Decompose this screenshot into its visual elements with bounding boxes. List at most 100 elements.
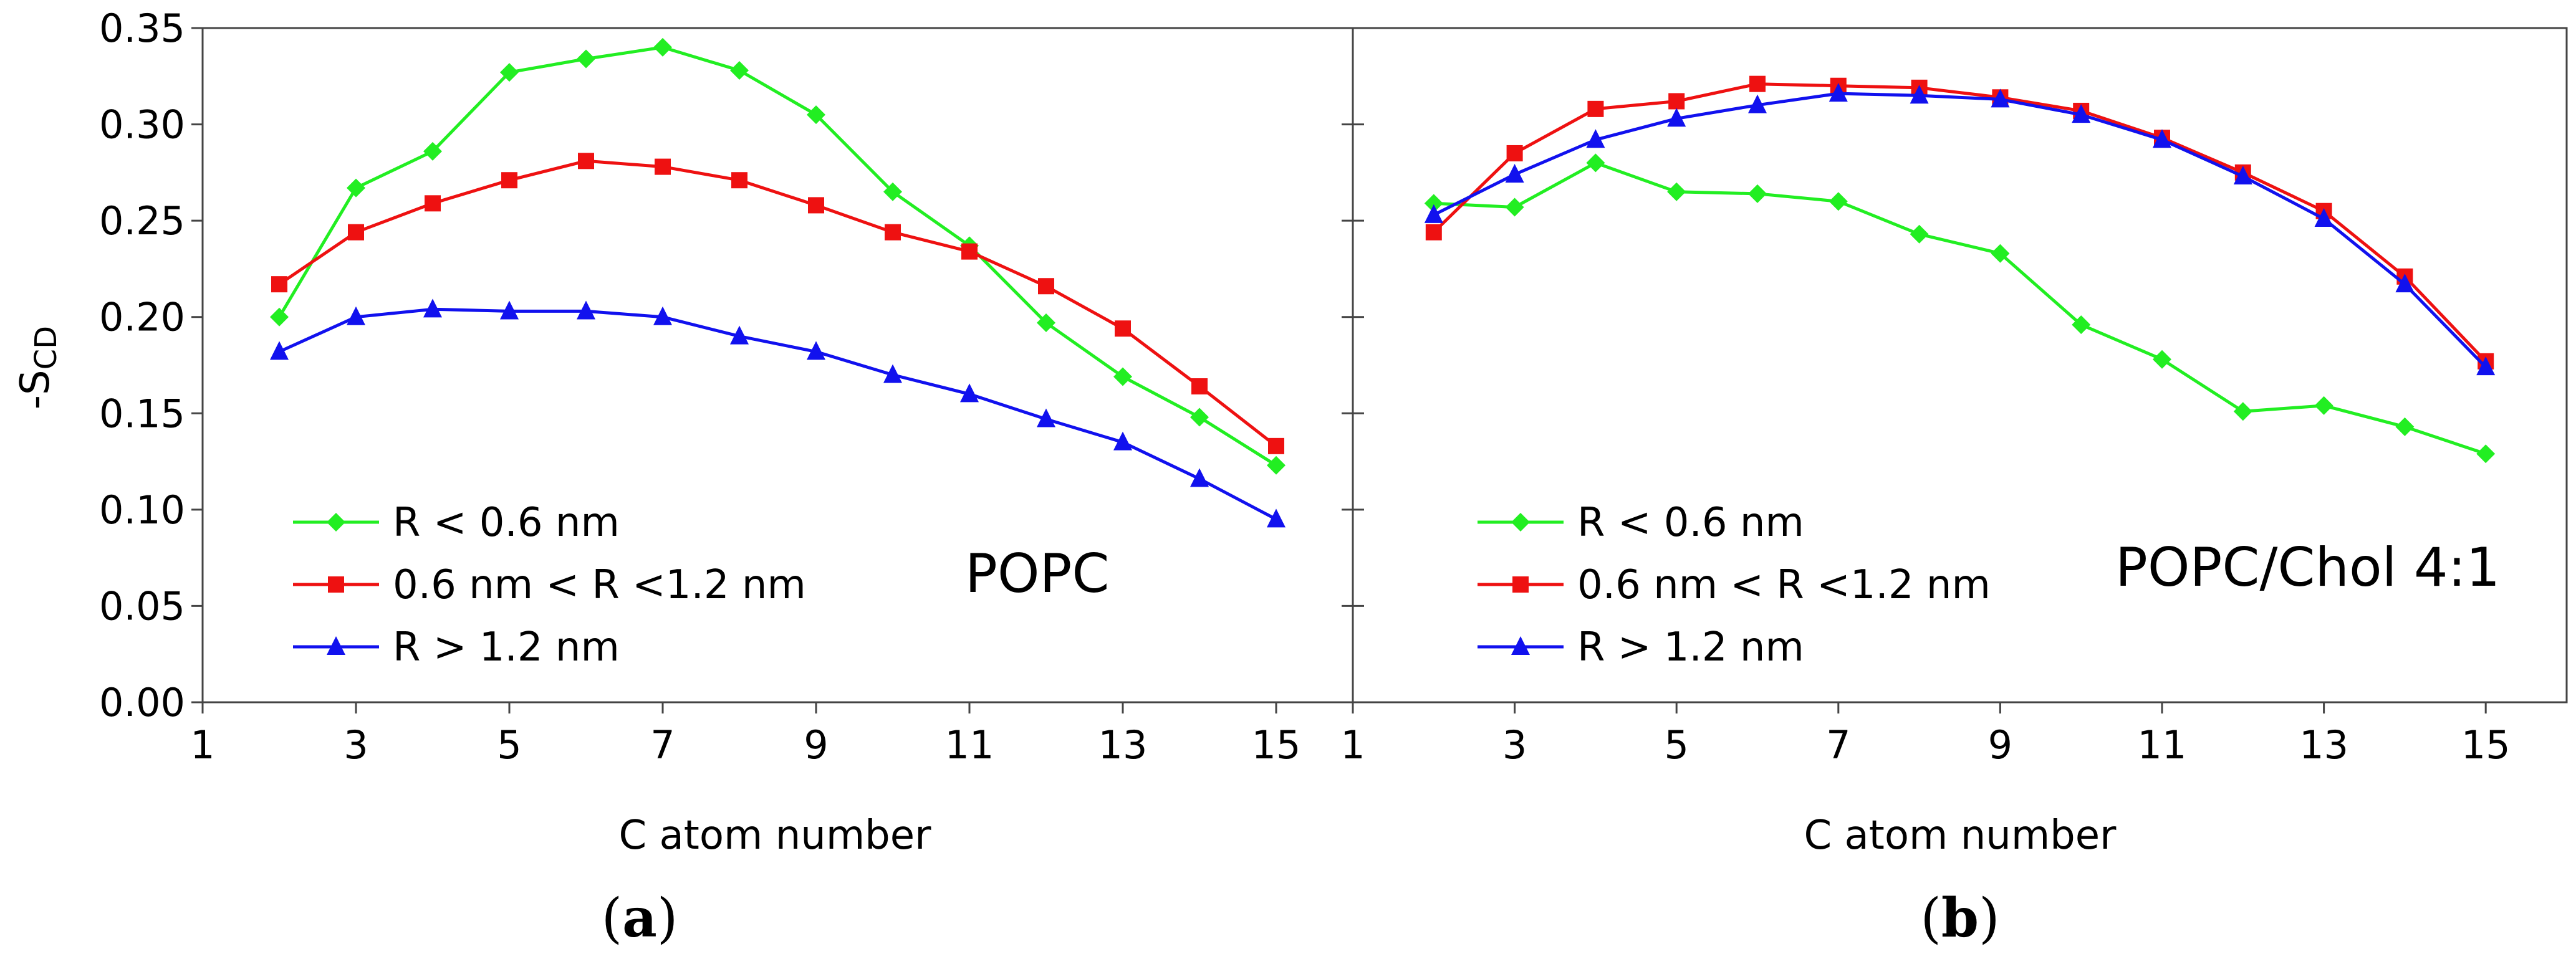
panel-a-legend-swatch-marker <box>327 513 345 532</box>
panel-b-series-3-point <box>2314 208 2333 227</box>
y-axis-title-main: -S <box>12 370 59 409</box>
panel-a-y-tick-label: 0.00 <box>99 680 185 725</box>
panel-a-series-1-point <box>1190 408 1209 427</box>
panel-b-legend-swatch-marker <box>1511 636 1530 655</box>
panel-b-tag-letter: b <box>1941 887 1979 950</box>
panel-a-title: POPC <box>965 543 1109 605</box>
panel-a-legend-swatch-marker <box>328 576 344 593</box>
panel-b-series-3 <box>1424 83 2496 376</box>
panel-a: 0.000.050.100.150.200.250.300.351 3 5 7 9 11 1… <box>99 6 1354 950</box>
panel-b-series-3-point <box>1829 83 1848 102</box>
panel-b-series-3-point <box>1748 94 1767 113</box>
panel-a-y-tick-label: 0.25 <box>99 198 185 244</box>
panel-b-series-1-point <box>2072 315 2091 335</box>
panel-a-x-tick-label: 3 <box>344 722 368 768</box>
panel-a-series-3-point <box>883 364 902 383</box>
panel-b-plot: 1 3 5 7 9 11 13 15R < 0.6 nm0.6 nm < R <1.2 nmR… <box>1340 27 2568 768</box>
panel-a-series-3-point <box>500 300 519 320</box>
panel-a-series-2-point <box>271 276 287 293</box>
panel-a-series-3-point <box>270 341 289 360</box>
panel-a-series-3-point <box>807 341 825 360</box>
panel-a-series-1-point <box>500 63 519 82</box>
panel-b-legend: R < 0.6 nm 0.6 nm < R <1.2 nm R > 1.2 nm <box>1478 500 1991 670</box>
panel-a-tag-open: ( <box>602 887 623 950</box>
panel-b-x-tick-label: 1 <box>1340 722 1365 768</box>
panel-b-series-1-point <box>2314 396 2333 415</box>
panel-a-legend-label: R < 0.6 nm <box>393 500 620 546</box>
panel-b-x-tick-label: 9 <box>1988 722 2012 768</box>
panel-b-plot-frame <box>1352 27 2568 704</box>
panel-b-series-1-point <box>1424 194 1443 213</box>
panel-a-series-3-point <box>423 298 442 318</box>
panel-a-series-1-point <box>1037 313 1055 332</box>
panel-a-legend-label: 0.6 nm < R <1.2 nm <box>393 562 806 608</box>
panel-b-legend-label: R < 0.6 nm <box>1577 500 1804 546</box>
panel-b-tag-open: ( <box>1920 887 1941 950</box>
panel-b-series-3-point <box>1424 204 1443 223</box>
panel-a-series-2-point <box>1191 378 1208 395</box>
panel-a-plot: 0.000.050.100.150.200.250.300.351 3 5 7 9 11 1… <box>99 6 1354 768</box>
panel-a-series-2-point <box>1268 437 1284 454</box>
panel-b-series-3-point <box>2153 129 2171 148</box>
panel-a-series-3-point <box>1037 408 1055 427</box>
panel-a-legend: R < 0.6 nm 0.6 nm < R <1.2 nm R > 1.2 nm <box>293 500 806 670</box>
panel-b-series-1-point <box>1910 224 1929 244</box>
panel-a-series-2-point <box>808 197 824 214</box>
panel-a-series-3-line <box>278 307 1277 521</box>
panel-b-x-tick-label: 11 <box>2138 722 2187 768</box>
panel-b-series-3-point <box>2233 166 2252 185</box>
y-axis-title: -SCD <box>12 326 64 409</box>
panel-a-tag-letter: a <box>622 887 657 950</box>
panel-a-tag: (a) <box>602 887 678 950</box>
panel-a-series-2-point <box>348 224 364 241</box>
panel-a-x-tick-label: 5 <box>497 722 521 768</box>
panel-a-series-2-point <box>1038 278 1054 295</box>
panel-b-tag: (b) <box>1920 887 1999 950</box>
panel-a-series-3-point <box>730 325 749 345</box>
panel-b-series-2-point <box>1668 93 1685 110</box>
panel-b-series-1-point <box>1748 184 1767 203</box>
panel-a-series-2-point <box>1115 320 1131 337</box>
panel-a-y-tick-label: 0.35 <box>99 6 185 51</box>
panel-b-series-3-point <box>1586 129 1605 148</box>
panel-b-series-1-point <box>1586 153 1605 173</box>
panel-a-y-tick-label: 0.10 <box>99 487 185 533</box>
panel-a-series-2-point <box>731 172 747 189</box>
panel-a-series-2-line <box>278 159 1277 447</box>
panel-b-series-1-point <box>1667 182 1686 201</box>
panel-b-series-3-point <box>2476 356 2496 376</box>
panel-b-series-3-line <box>1433 92 2487 368</box>
panel-b-x-axis-title: C atom number <box>1804 813 2117 859</box>
panel-a-x-tick-label: 9 <box>804 722 828 768</box>
panel-b-series-1-point <box>2395 417 2415 436</box>
panel-a-series-1-point <box>730 61 749 80</box>
panel-a-series-1-point <box>423 141 442 161</box>
panel-a-series-1-point <box>1113 367 1132 386</box>
panel-a-x-tick-label: 15 <box>1252 722 1301 768</box>
panel-b-series-1-point <box>2153 350 2171 369</box>
panel-a-series-3-point <box>1190 468 1209 487</box>
panel-b-series-1-point <box>1505 198 1524 217</box>
panel-a-series-2-point <box>501 172 517 189</box>
panel-b-series-2-point <box>1587 100 1604 117</box>
panel-a-series-1-point <box>807 105 825 125</box>
panel-a-y-tick-label: 0.20 <box>99 295 185 340</box>
panel-b-legend-swatch-marker <box>1512 576 1529 593</box>
panel-a-series-2 <box>271 153 1284 454</box>
panel-b-series-2-point <box>1425 224 1442 241</box>
panel-b: 1 3 5 7 9 11 13 15R < 0.6 nm0.6 nm < R <1.2 nmR… <box>1340 27 2568 950</box>
panel-b-series-2-point <box>1506 145 1523 161</box>
panel-a-legend-label: R > 1.2 nm <box>393 624 620 670</box>
panel-b-series-3-point <box>2072 104 2091 123</box>
panel-a-series-3-point <box>1267 508 1286 528</box>
panel-b-title: POPC/Chol 4:1 <box>2115 537 2500 599</box>
panel-a-series-1-point <box>1267 456 1286 475</box>
panel-a-series-2-point <box>885 224 901 241</box>
panel-b-legend-label: R > 1.2 nm <box>1577 624 1804 670</box>
panel-b-series-2-point <box>1749 75 1766 92</box>
panel-a-series-1-point <box>270 307 289 327</box>
panel-a-series-2-point <box>578 153 594 169</box>
panel-a-series-1-point <box>577 49 595 69</box>
panel-b-series-2-line <box>1433 82 2487 363</box>
